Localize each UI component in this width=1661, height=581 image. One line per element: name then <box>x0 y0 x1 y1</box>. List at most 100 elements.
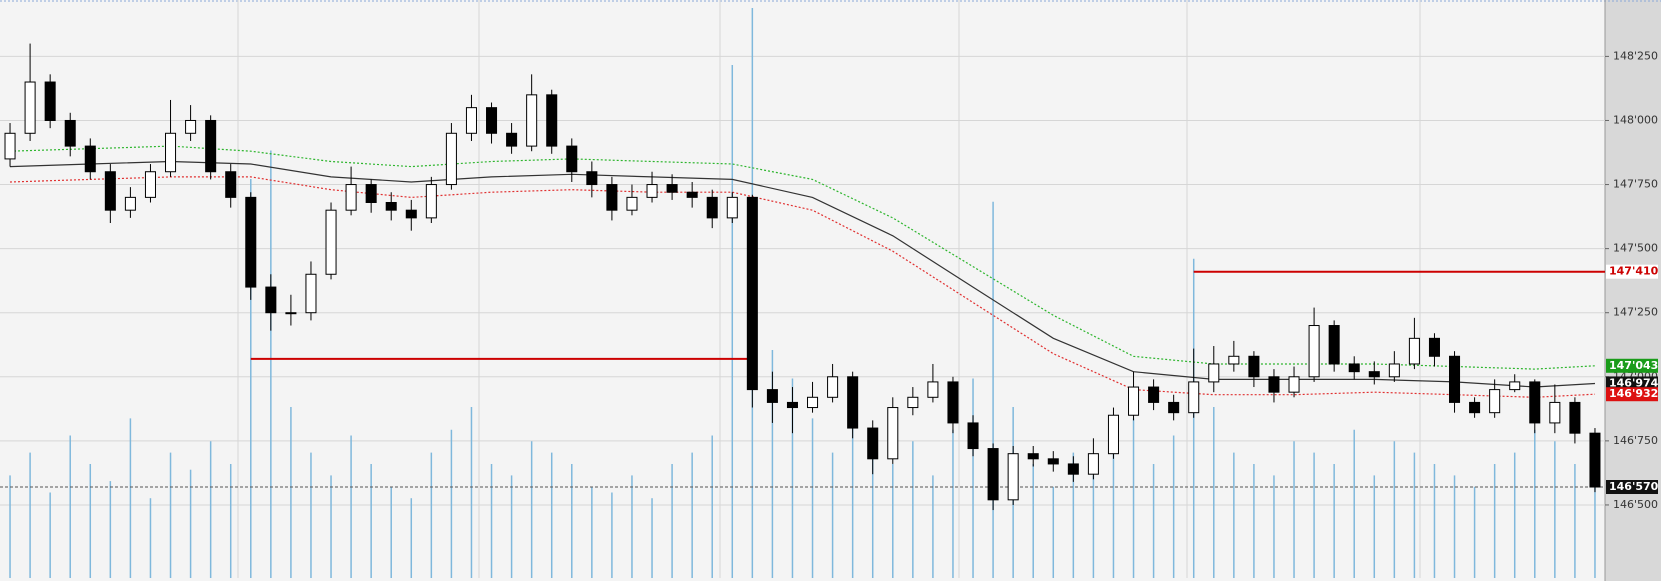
candle-body <box>144 171 156 198</box>
candle-body <box>185 119 197 134</box>
candle-body <box>104 171 116 211</box>
candle-body <box>24 81 36 134</box>
vertical-grid <box>237 0 1421 578</box>
candle-body <box>365 184 377 203</box>
y-tick-label: 146'750 <box>1613 434 1658 447</box>
candle-body <box>1529 381 1541 424</box>
price-badge <box>1606 387 1658 402</box>
candle-body <box>1208 363 1220 383</box>
candle-body <box>907 396 919 409</box>
candle-body <box>867 427 879 460</box>
candle-body <box>666 184 678 193</box>
candle-body <box>84 145 96 173</box>
plot-background <box>0 0 1605 581</box>
candle-body <box>165 132 177 173</box>
candle-body <box>1569 401 1581 434</box>
candle-body <box>1308 325 1320 378</box>
candle-body <box>1067 463 1079 475</box>
candle-body <box>1428 337 1440 357</box>
candle-body <box>1408 337 1420 365</box>
candle-body <box>1288 376 1300 393</box>
candle-body <box>405 209 417 219</box>
candle-body <box>265 286 277 314</box>
candle-body <box>746 196 758 391</box>
candle-body <box>1489 389 1501 414</box>
candle-body <box>1087 453 1099 475</box>
candle-body <box>245 196 257 288</box>
candle-body <box>1148 386 1160 403</box>
candle-body <box>1168 401 1180 414</box>
candle-body <box>1128 386 1140 416</box>
candle-body <box>1348 363 1360 373</box>
candle-body <box>1589 432 1601 488</box>
candle-body <box>1388 363 1400 378</box>
candle-body <box>325 209 337 275</box>
candle-body <box>465 107 477 134</box>
price-badge-label: 146'932 <box>1609 387 1658 400</box>
candle-body <box>566 145 578 173</box>
candle-body <box>1368 371 1380 378</box>
candle-body <box>445 132 457 186</box>
candle-body <box>646 184 658 198</box>
price-badge <box>1606 480 1658 495</box>
candle-body <box>706 196 718 219</box>
candle-body <box>1007 453 1019 501</box>
candle-body <box>385 201 397 211</box>
moving-average-line <box>9 145 1596 370</box>
price-badge-label: 147'410 <box>1609 265 1659 278</box>
candle-body <box>606 184 618 211</box>
price-badge-label: 147'043 <box>1609 359 1658 372</box>
candle-body <box>1469 401 1481 414</box>
moving-average-line <box>9 160 1596 388</box>
y-tick-label: 148'250 <box>1613 49 1658 62</box>
candle-body <box>626 196 638 211</box>
candle-body <box>847 376 859 429</box>
candle-body <box>927 381 939 398</box>
candle-body <box>44 81 56 121</box>
candle-body <box>1449 355 1461 403</box>
candle-body <box>1027 453 1039 460</box>
price-badge-label: 146'570 <box>1609 480 1659 493</box>
candle-body <box>305 273 317 314</box>
candle-body <box>786 401 798 409</box>
candle-body <box>766 389 778 403</box>
candle-body <box>827 376 839 398</box>
y-tick-label: 147'750 <box>1613 178 1658 191</box>
candle-body <box>526 94 538 147</box>
candle-body <box>1549 401 1561 424</box>
y-tick-label: 148'000 <box>1613 113 1658 126</box>
candle-body <box>425 184 437 219</box>
candle-body <box>1268 376 1280 393</box>
y-tick-label: 147'250 <box>1613 306 1658 319</box>
candle-body <box>726 196 738 219</box>
candle-body <box>887 407 899 460</box>
candle-body <box>64 119 76 147</box>
price-badge <box>1606 358 1658 373</box>
candle-body <box>1228 355 1240 365</box>
candle-body <box>586 171 598 186</box>
candle-body <box>1248 355 1260 378</box>
candle-body <box>947 381 959 424</box>
candle-body <box>1188 381 1200 414</box>
candle-body <box>1328 325 1340 365</box>
candle-body <box>686 191 698 198</box>
price-badge-label: 146'974 <box>1609 376 1659 389</box>
candle-body <box>225 171 237 198</box>
price-badge <box>1606 376 1658 391</box>
candle-body <box>486 107 498 134</box>
candle-body <box>987 448 999 501</box>
candle-body <box>4 132 16 160</box>
candle-body <box>205 119 217 173</box>
candle-body <box>967 422 979 450</box>
price-badge <box>1606 264 1658 279</box>
candle-body <box>124 196 136 211</box>
candle-body <box>1107 414 1119 455</box>
y-tick-label: 147'500 <box>1613 242 1658 255</box>
moving-average-line <box>9 176 1596 398</box>
y-tick-label: 146'500 <box>1613 498 1658 511</box>
candle-body <box>546 94 558 147</box>
candle-body <box>506 132 518 147</box>
candle-body <box>1509 381 1521 391</box>
candle-body <box>345 184 357 211</box>
